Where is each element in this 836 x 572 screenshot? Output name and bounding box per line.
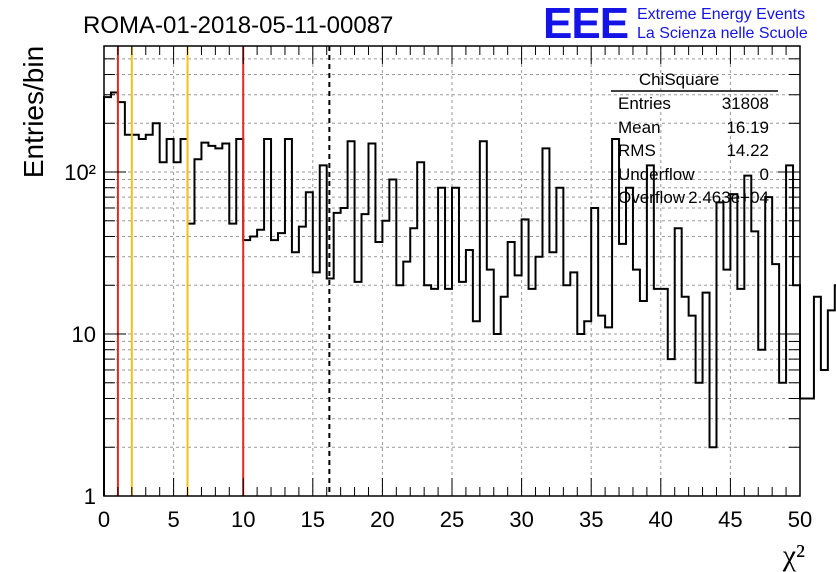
- stats-box: ChiSquare Entries 31808 Mean 16.19 RMS 1…: [611, 70, 778, 207]
- x-tick-label: 20: [370, 507, 394, 532]
- histogram-outline: [103, 91, 836, 496]
- tick-labels: 0 5 10 15 20 25 30 35 40 45 50 1 10 10²: [64, 160, 812, 532]
- stats-value: 0: [760, 165, 769, 184]
- stats-label: Overflow: [618, 188, 686, 207]
- x-tick-label: 15: [301, 507, 325, 532]
- x-axis-label: χ²: [782, 539, 805, 572]
- stats-label: Mean: [618, 118, 661, 137]
- x-tick-label: 30: [509, 507, 533, 532]
- x-tick-label: 25: [440, 507, 464, 532]
- x-tick-label: 35: [579, 507, 603, 532]
- histogram-series: [103, 91, 836, 496]
- stats-value: 16.19: [726, 118, 769, 137]
- x-tick-label: 10: [231, 507, 255, 532]
- stats-label: RMS: [618, 141, 656, 160]
- y-tick-label: 1: [84, 484, 96, 509]
- x-tick-label: 0: [98, 507, 110, 532]
- stats-title: ChiSquare: [639, 70, 719, 89]
- stats-label: Underflow: [618, 165, 695, 184]
- stats-value: 31808: [722, 94, 769, 113]
- chart-title: ROMA-01-2018-05-11-00087: [83, 12, 393, 39]
- stats-label: Entries: [618, 94, 671, 113]
- x-tick-label: 5: [167, 507, 179, 532]
- x-tick-label: 40: [649, 507, 673, 532]
- eee-logo-mark: EEE: [543, 0, 628, 48]
- logo-line-2: La Scienza nelle Scuole: [637, 25, 808, 42]
- marker-lines: [116, 46, 331, 496]
- eee-logo: EEE Extreme Energy Events La Scienza nel…: [543, 0, 808, 48]
- y-tick-label: 10²: [64, 160, 96, 185]
- y-axis-label: Entries/bin: [18, 46, 49, 178]
- stats-value: 14.22: [726, 141, 769, 160]
- stats-value: 2.463e+04: [688, 188, 769, 207]
- y-tick-label: 10: [72, 322, 96, 347]
- x-tick-label: 50: [788, 507, 812, 532]
- logo-line-1: Extreme Energy Events: [637, 6, 805, 23]
- x-tick-label: 45: [718, 507, 742, 532]
- axis-ticks: [103, 45, 801, 497]
